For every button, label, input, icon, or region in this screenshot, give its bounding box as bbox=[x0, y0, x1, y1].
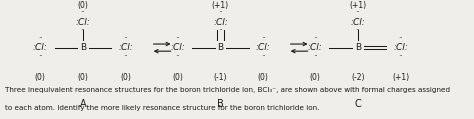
Text: to each atom. Identify the more likely resonance structure for the boron trichlo: to each atom. Identify the more likely r… bbox=[5, 105, 319, 111]
Text: :Cl:: :Cl: bbox=[308, 43, 323, 52]
Text: (+1): (+1) bbox=[212, 1, 229, 10]
Text: ··: ·· bbox=[356, 26, 360, 35]
Text: :Cl:: :Cl: bbox=[75, 17, 91, 27]
Text: C: C bbox=[355, 99, 361, 109]
Text: ··: ·· bbox=[356, 9, 360, 18]
Text: :Cl:: :Cl: bbox=[350, 17, 365, 27]
Text: :Cl:: :Cl: bbox=[170, 43, 185, 52]
Text: B: B bbox=[80, 43, 86, 52]
Text: ··: ·· bbox=[261, 52, 265, 61]
Text: ··: ·· bbox=[38, 52, 43, 61]
Text: B: B bbox=[217, 99, 224, 109]
Text: (+1): (+1) bbox=[392, 73, 409, 82]
Text: (0): (0) bbox=[120, 73, 131, 82]
Text: ··: ·· bbox=[175, 52, 180, 61]
Text: (-2): (-2) bbox=[351, 73, 365, 82]
Text: :Cl:: :Cl: bbox=[393, 43, 408, 52]
Text: (0): (0) bbox=[173, 73, 183, 82]
Text: (0): (0) bbox=[310, 73, 320, 82]
Text: (0): (0) bbox=[35, 73, 46, 82]
Text: (0): (0) bbox=[78, 73, 88, 82]
Text: (-1): (-1) bbox=[214, 73, 227, 82]
Text: ··: ·· bbox=[81, 26, 85, 35]
Text: ··: ·· bbox=[218, 9, 223, 18]
Text: ··: ·· bbox=[175, 34, 180, 43]
Text: :Cl:: :Cl: bbox=[33, 43, 48, 52]
Text: ··: ·· bbox=[398, 34, 403, 43]
Text: ··: ·· bbox=[81, 9, 85, 18]
Text: Three inequivalent resonance structures for the boron trichloride ion, BCl₃⁻, ar: Three inequivalent resonance structures … bbox=[5, 87, 450, 93]
Text: B: B bbox=[218, 43, 223, 52]
Text: (0): (0) bbox=[78, 1, 88, 10]
Text: ··: ·· bbox=[398, 52, 403, 61]
Text: ··: ·· bbox=[313, 52, 318, 61]
Text: :Cl:: :Cl: bbox=[118, 43, 133, 52]
Text: (+1): (+1) bbox=[349, 1, 366, 10]
Text: ··: ·· bbox=[261, 34, 265, 43]
Text: :Cl:: :Cl: bbox=[213, 17, 228, 27]
Text: ··: ·· bbox=[313, 34, 318, 43]
Text: ··: ·· bbox=[123, 34, 128, 43]
Text: A: A bbox=[80, 99, 86, 109]
Text: (0): (0) bbox=[258, 73, 268, 82]
Text: B: B bbox=[355, 43, 361, 52]
Text: ··: ·· bbox=[38, 34, 43, 43]
Text: :Cl:: :Cl: bbox=[255, 43, 271, 52]
Text: ··: ·· bbox=[123, 52, 128, 61]
Text: ··: ·· bbox=[218, 26, 223, 35]
